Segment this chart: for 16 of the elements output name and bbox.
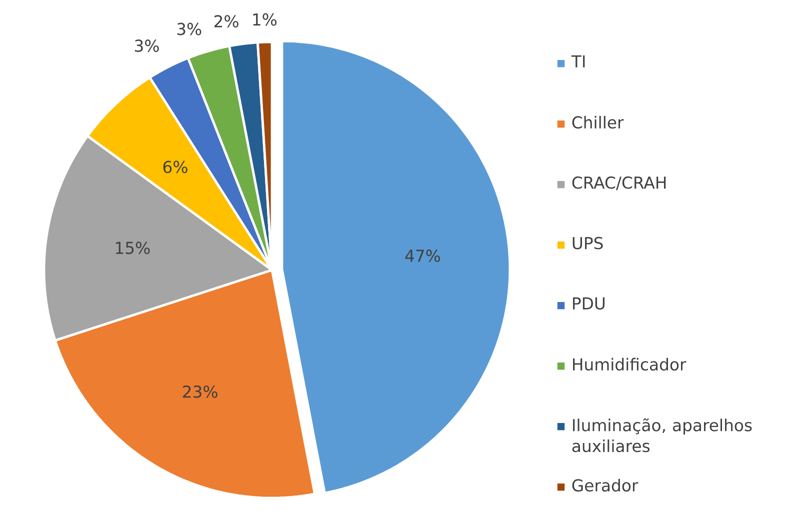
data-label: 6% <box>163 160 188 174</box>
data-label: 47% <box>405 250 440 262</box>
data-label: 2% <box>214 15 238 28</box>
legend-label: Chiller <box>572 116 624 129</box>
legend-label: Iluminação, aparelhos auxiliares <box>572 418 752 452</box>
legend-label: Gerador <box>572 478 638 492</box>
data-label: 23% <box>183 385 218 398</box>
legend-label: UPS <box>572 236 603 250</box>
data-label: 3% <box>177 22 202 36</box>
legend-label: PDU <box>573 297 605 310</box>
legend-label: Humidificador <box>573 358 686 371</box>
data-label: 1% <box>253 13 277 26</box>
legend-label: TI <box>571 55 585 68</box>
data-label: 3% <box>134 40 159 52</box>
data-label: 15% <box>116 242 150 254</box>
legend-label: CRAC/CRAH <box>572 176 666 190</box>
